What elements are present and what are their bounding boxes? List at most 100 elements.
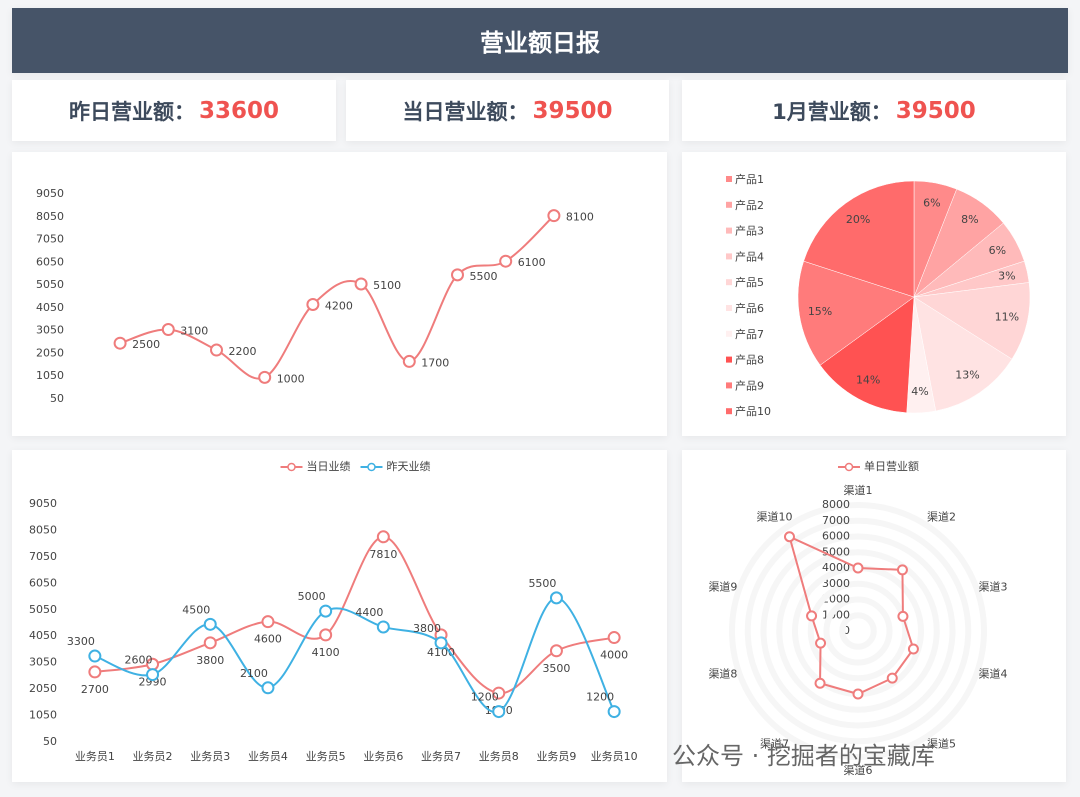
point xyxy=(783,531,795,543)
point xyxy=(451,268,464,282)
title: 营业额日报 xyxy=(480,29,600,57)
point xyxy=(549,644,563,658)
legend-label: 产品9 xyxy=(735,378,764,392)
point xyxy=(210,343,223,357)
point xyxy=(896,564,908,576)
legend-label: 单日营业额 xyxy=(864,459,919,473)
y-tick-label: 6050 xyxy=(29,576,57,589)
data-label: 5500 xyxy=(470,270,498,283)
data-label: 5000 xyxy=(298,590,326,603)
legend-marker xyxy=(287,462,296,472)
r-tick-label: 3000 xyxy=(822,577,850,590)
y-tick-label: 8050 xyxy=(29,523,57,536)
data-label: 2100 xyxy=(240,667,268,680)
line xyxy=(94,535,615,695)
y-tick-label: 4050 xyxy=(36,301,64,314)
data-label: 6100 xyxy=(518,256,546,269)
point xyxy=(815,637,827,649)
point xyxy=(203,617,217,631)
x-tick-label: 业务员9 xyxy=(536,750,576,763)
legend-swatch xyxy=(726,356,732,363)
data-label: 5100 xyxy=(373,279,401,292)
watermark: 公众号 · 挖掘者的宝藏库 xyxy=(672,742,935,770)
r-tick-label: 7000 xyxy=(822,514,850,527)
legend-label: 产品1 xyxy=(735,172,764,186)
legend-label: 产品4 xyxy=(735,249,764,263)
x-tick-label: 业务员1 xyxy=(75,750,115,763)
legend-label: 产品2 xyxy=(735,198,764,212)
indicator-label: 渠道7 xyxy=(760,736,789,750)
r-tick-label: 6000 xyxy=(822,530,850,543)
x-tick-label: 业务员10 xyxy=(591,750,638,763)
data-label: 1200 xyxy=(471,691,499,704)
legend-label: 产品6 xyxy=(735,301,764,315)
x-tick-label: 业务员6 xyxy=(363,750,403,763)
kpi-card: 1月营业额： 39500 xyxy=(682,80,1066,141)
y-tick-label: 7050 xyxy=(36,233,64,246)
r-tick-label: 8000 xyxy=(822,498,850,511)
x-tick-label: 业务员5 xyxy=(306,750,346,763)
point xyxy=(402,354,416,368)
pie-slice xyxy=(797,260,915,366)
indicator-label: 渠道3 xyxy=(979,580,1008,594)
data-label: 4000 xyxy=(600,649,628,662)
point xyxy=(161,323,175,337)
point xyxy=(607,705,621,719)
pie-slice xyxy=(913,282,1031,360)
point xyxy=(907,643,919,655)
pie-slice xyxy=(819,296,915,414)
data-label: 2990 xyxy=(139,675,167,688)
line xyxy=(119,214,555,380)
indicator-label: 渠道10 xyxy=(757,510,793,524)
legend-label: 产品8 xyxy=(735,353,764,367)
point xyxy=(897,610,909,622)
radar-ring xyxy=(744,517,972,745)
y-tick-label: 9050 xyxy=(36,187,64,200)
indicator-label: 渠道4 xyxy=(979,666,1008,680)
data-label: 7810 xyxy=(369,548,397,561)
point xyxy=(319,628,333,642)
x-tick-label: 业务员3 xyxy=(190,750,230,763)
point xyxy=(146,668,160,682)
indicator-label: 渠道6 xyxy=(844,763,873,777)
y-tick-label: 50 xyxy=(43,735,57,748)
point xyxy=(319,604,333,618)
point xyxy=(549,591,563,605)
data-label: 3800 xyxy=(196,654,224,667)
y-tick-label: 1050 xyxy=(36,369,64,382)
radar-ring xyxy=(839,612,877,650)
indicator-label: 渠道9 xyxy=(708,580,737,594)
radar-ring xyxy=(760,533,956,729)
indicator-label: 渠道2 xyxy=(927,510,956,524)
data-label: 3300 xyxy=(67,635,95,648)
legend-label: 昨天业绩 xyxy=(387,460,431,473)
kpi-card: 当日营业额： 39500 xyxy=(346,80,669,141)
legend-swatch xyxy=(726,305,732,311)
kpi-value: 33600 xyxy=(198,97,280,124)
slice-label: 14% xyxy=(856,373,880,386)
data-label: 4100 xyxy=(312,646,340,659)
point xyxy=(492,686,506,700)
point xyxy=(607,631,621,645)
point xyxy=(852,688,864,700)
header: 营业额日报 xyxy=(12,8,1068,73)
data-label: 2200 xyxy=(229,345,257,358)
legend-swatch xyxy=(726,330,732,337)
slice-label: 20% xyxy=(846,213,870,226)
slice-label: 6% xyxy=(989,244,1006,257)
point xyxy=(306,297,320,311)
kpi-card: 昨日营业额： 33600 xyxy=(12,80,336,141)
legend-swatch xyxy=(726,176,732,182)
kpi-label: 当日营业额： xyxy=(402,99,529,124)
point xyxy=(258,370,272,384)
y-tick-label: 8050 xyxy=(36,210,64,223)
point xyxy=(203,636,217,650)
point xyxy=(261,681,275,695)
y-tick-label: 9050 xyxy=(29,497,57,510)
point xyxy=(492,705,506,719)
r-tick-label: 4000 xyxy=(822,561,850,574)
indicator-label: 渠道1 xyxy=(844,483,873,497)
y-tick-label: 6050 xyxy=(36,255,64,268)
kpi-value: 39500 xyxy=(532,97,613,124)
slice-label: 3% xyxy=(998,269,1015,282)
